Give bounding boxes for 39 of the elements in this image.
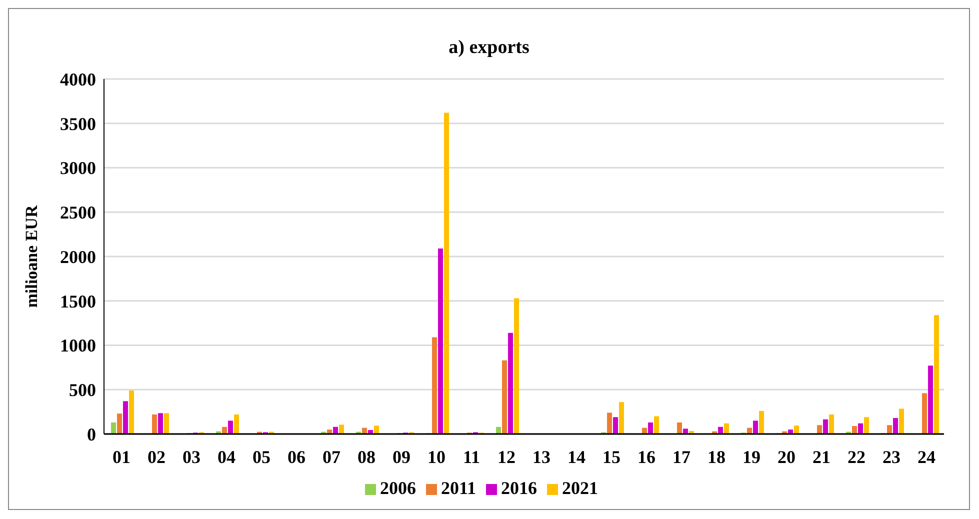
y-axis-title: milioane EUR <box>22 204 42 308</box>
x-tick-label: 02 <box>148 446 166 467</box>
y-tick-label: 1000 <box>60 336 96 356</box>
x-tick-label: 17 <box>672 446 690 467</box>
x-tick-label: 15 <box>602 446 620 467</box>
y-tick-label: 0 <box>87 424 96 444</box>
x-tick-label: 08 <box>358 446 376 467</box>
x-tick-label: 14 <box>568 446 586 467</box>
legend-label: 2016 <box>501 478 537 498</box>
x-tick-label: 21 <box>812 446 830 467</box>
chart-title: a) exports <box>448 37 530 59</box>
x-tick-label: 05 <box>252 446 270 467</box>
x-tick-label: 20 <box>778 446 796 467</box>
x-tick-label: 11 <box>462 446 480 467</box>
x-tick-label: 12 <box>498 446 516 467</box>
legend-label: 2006 <box>380 478 416 498</box>
y-tick-label: 3500 <box>60 114 96 134</box>
y-tick-label: 2500 <box>60 202 96 223</box>
y-tick-label: 1500 <box>60 291 96 312</box>
x-tick-label: 06 <box>288 446 306 467</box>
x-tick-label: 22 <box>848 446 866 467</box>
x-tick-label: 07 <box>322 446 340 467</box>
x-tick-label: 13 <box>532 446 550 467</box>
x-tick-label: 01 <box>112 446 130 467</box>
y-tick-label: 2000 <box>60 246 96 267</box>
y-tick-label: 500 <box>69 380 96 400</box>
x-tick-label: 16 <box>638 446 656 467</box>
x-tick-label: 24 <box>918 446 936 467</box>
legend-label: 2021 <box>562 478 598 498</box>
y-tick-label: 4000 <box>60 69 96 90</box>
x-tick-label: 03 <box>182 446 200 467</box>
x-tick-label: 10 <box>428 446 446 467</box>
x-tick-label: 19 <box>742 446 760 467</box>
legend-label: 2011 <box>440 478 476 498</box>
x-tick-label: 18 <box>708 446 726 467</box>
x-tick-label: 09 <box>392 446 410 467</box>
x-tick-label: 04 <box>218 446 236 467</box>
y-tick-label: 3000 <box>60 158 96 178</box>
x-tick-label: 23 <box>882 446 900 467</box>
